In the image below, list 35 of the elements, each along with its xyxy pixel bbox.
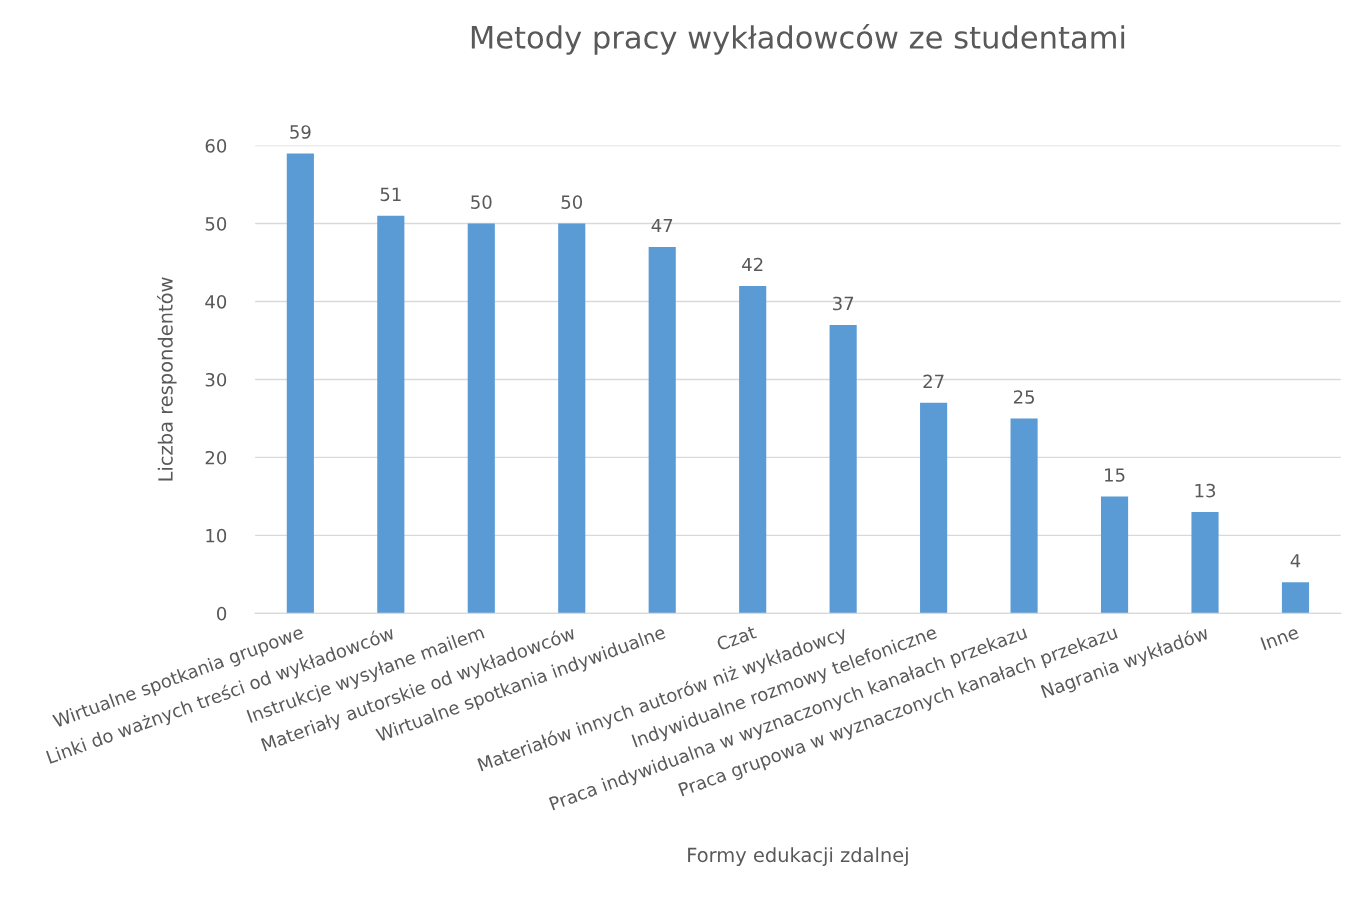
bar — [1191, 512, 1219, 614]
data-label: 37 — [833, 296, 854, 311]
bar — [1100, 496, 1129, 614]
y-tick-label: 20 — [205, 450, 227, 465]
data-label: 15 — [1105, 468, 1125, 482]
x-tick-label: Inne — [1260, 625, 1300, 651]
data-label: 50 — [471, 195, 492, 209]
bar — [1281, 582, 1310, 614]
y-tick-label: 30 — [205, 372, 227, 387]
y-tick-label: 60 — [205, 139, 227, 153]
bar — [377, 215, 405, 614]
bar — [467, 223, 495, 614]
bar — [648, 246, 676, 614]
bar — [739, 285, 767, 614]
bar — [558, 223, 586, 614]
bar — [829, 324, 857, 614]
y-tick-label: 40 — [205, 294, 227, 309]
bar — [1010, 418, 1038, 614]
data-label: 59 — [290, 125, 311, 139]
bar — [920, 402, 948, 614]
data-label: 25 — [1013, 390, 1034, 404]
y-tick-label: 50 — [205, 217, 227, 231]
bar — [286, 153, 314, 614]
data-label: 51 — [380, 187, 401, 202]
y-tick-label: 10 — [206, 528, 227, 543]
data-label: 13 — [1195, 483, 1216, 498]
y-axis-title: Liczba respondentów — [156, 277, 177, 481]
x-axis-title: Formy edukacji zdalnej — [688, 847, 908, 867]
data-label: 4 — [1290, 554, 1301, 568]
y-tick-label: 0 — [217, 606, 227, 621]
data-label: 42 — [742, 257, 763, 272]
chart-title: Metody pracy wykładowców ze studentami — [471, 23, 1125, 55]
data-label: 47 — [651, 218, 673, 233]
data-label: 27 — [923, 374, 944, 388]
data-label: 50 — [561, 195, 583, 209]
